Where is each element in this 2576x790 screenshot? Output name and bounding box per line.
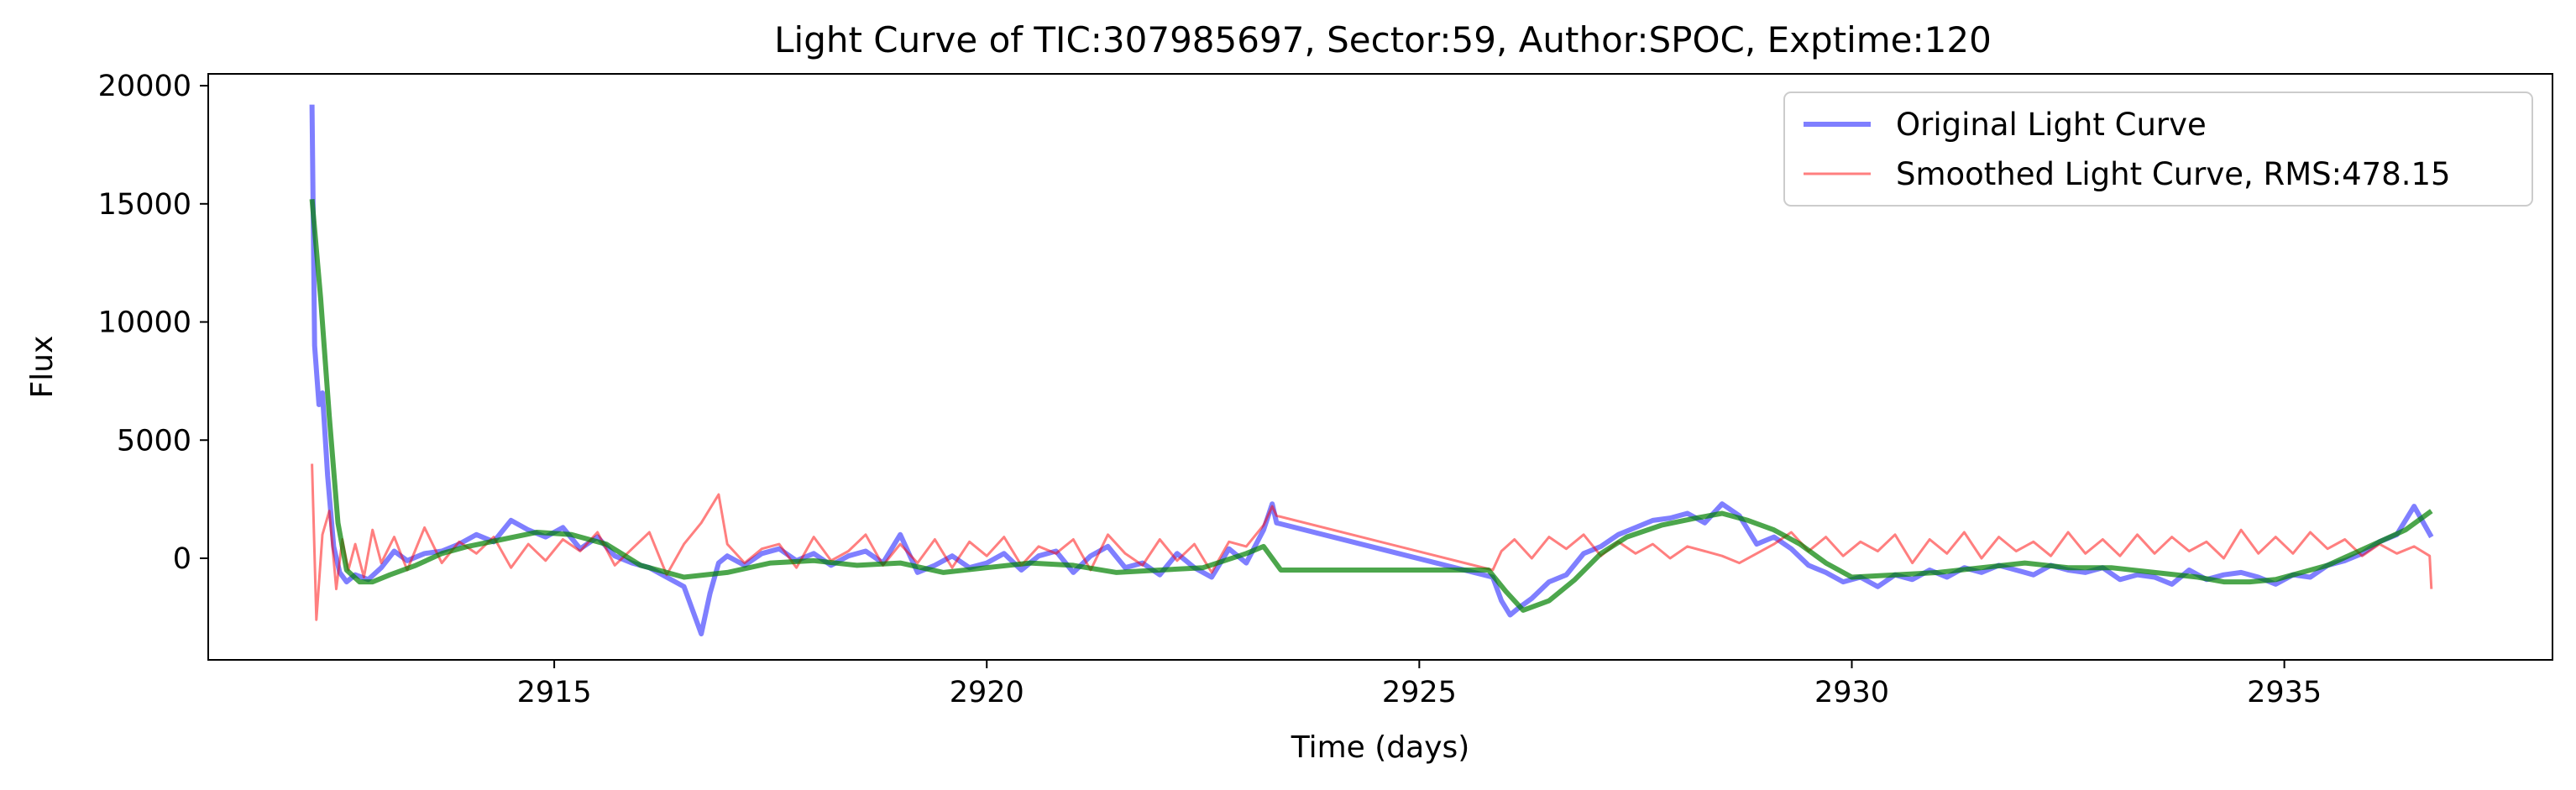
chart-title: Light Curve of TIC:307985697, Sector:59,… [774, 19, 1992, 60]
y-tick-label: 20000 [98, 70, 191, 103]
series-line-1 [311, 463, 2433, 621]
x-tick-label: 2915 [517, 676, 592, 709]
y-axis-title: Flux [25, 336, 60, 399]
x-axis: 2915 2920 2925 2930 2935 [517, 660, 2322, 709]
y-tick-label: 0 [173, 542, 191, 576]
y-tick-label: 15000 [98, 188, 191, 222]
x-axis-title: Time (days) [1291, 730, 1470, 765]
legend: Original Light Curve Smoothed Light Curv… [1783, 92, 2533, 207]
plot-frame [207, 73, 2553, 661]
plot-area [309, 104, 2434, 636]
legend-label-original: Original Light Curve [1896, 107, 2207, 143]
x-tick-label: 2930 [1814, 676, 1889, 709]
x-tick-label: 2935 [2247, 676, 2322, 709]
series-line-2 [309, 198, 2433, 613]
legend-box [1783, 92, 2533, 207]
y-tick-label: 5000 [117, 424, 191, 458]
x-tick-label: 2920 [950, 676, 1024, 709]
series-layer [309, 104, 2434, 636]
x-tick-label: 2925 [1382, 676, 1457, 709]
y-axis: 0 5000 10000 15000 20000 [98, 70, 208, 576]
legend-label-smoothed: Smoothed Light Curve, RMS:478.15 [1896, 156, 2451, 192]
y-tick-label: 10000 [98, 306, 191, 340]
